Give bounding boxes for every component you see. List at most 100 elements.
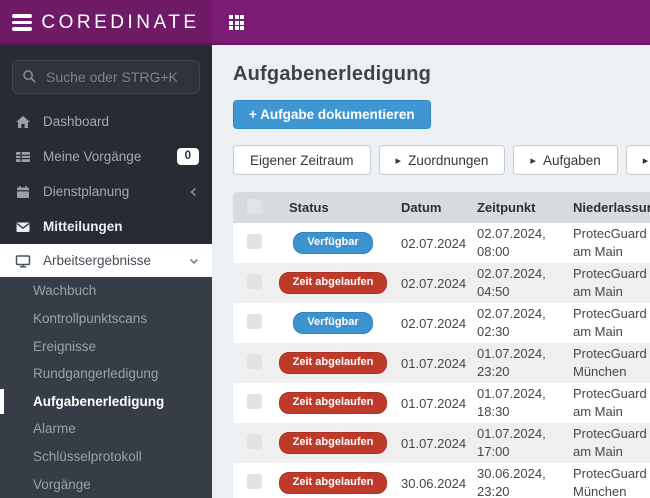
niederlassung-line2: am Main xyxy=(573,324,623,339)
datum-cell: 02.07.2024 xyxy=(401,235,467,251)
row-checkbox[interactable] xyxy=(247,354,262,369)
table-row[interactable]: Verfügbar 02.07.2024 02.07.2024, 02:30 P… xyxy=(233,303,650,343)
logo-block[interactable]: COREDINATE xyxy=(0,0,212,45)
zeitpunkt-cell: 02.07.2024, 08:00 xyxy=(469,223,565,263)
apps-grid-icon[interactable] xyxy=(229,15,244,30)
zeitpunkt-line2: 08:00 xyxy=(477,244,510,259)
datum-cell: 02.07.2024 xyxy=(389,263,469,303)
niederlassung-cell: ProtecGuard S München xyxy=(565,343,650,383)
zeitpunkt-line1: 01.07.2024, xyxy=(477,426,546,441)
row-checkbox[interactable] xyxy=(247,234,262,249)
sidebar-subitem-ereignisse[interactable]: Ereignisse xyxy=(33,338,97,354)
zeitpunkt-line2: 18:30 xyxy=(477,404,510,419)
sidebar-item-label: Dienstplanung xyxy=(43,184,130,199)
row-checkbox[interactable] xyxy=(247,474,262,489)
niederlassung-line1: ProtecGuard S xyxy=(573,386,650,401)
sidebar: Dashboard Meine Vorgänge 0 Dienstplanung xyxy=(0,45,212,498)
caret-right-icon: ▸ xyxy=(395,154,402,167)
sidebar-subitem-wachbuch[interactable]: Wachbuch xyxy=(33,283,97,299)
sidebar-item-dashboard[interactable]: Dashboard xyxy=(0,104,212,139)
sidebar-item-meine-vorgaenge[interactable]: Meine Vorgänge 0 xyxy=(0,139,212,174)
zeitpunkt-line2: 23:20 xyxy=(477,364,510,379)
caret-right-icon: ▸ xyxy=(642,154,649,167)
zeitpunkt-line1: 02.07.2024, xyxy=(477,266,546,281)
sidebar-subitem-vorgaenge[interactable]: Vorgänge xyxy=(33,476,91,492)
sidebar-item-mitteilungen[interactable]: Mitteilungen xyxy=(0,209,212,244)
sidebar-item-label: Dashboard xyxy=(43,114,110,129)
sidebar-item-label: Meine Vorgänge xyxy=(43,149,142,164)
zeitpunkt-cell: 02.07.2024, 04:50 xyxy=(469,263,565,303)
caret-right-icon: ▸ xyxy=(530,154,536,167)
zeitpunkt-cell: 01.07.2024, 23:20 xyxy=(469,343,565,383)
table-row[interactable]: Zeit abgelaufen 01.07.2024 01.07.2024, 2… xyxy=(233,343,650,383)
sidebar-item-arbeitsergebnisse[interactable]: Arbeitsergebnisse xyxy=(0,244,212,277)
status-badge: Zeit abgelaufen xyxy=(278,352,388,374)
niederlassung-cell: ProtecGuard S am Main xyxy=(565,223,650,263)
top-bar: COREDINATE xyxy=(0,0,650,45)
select-all-checkbox[interactable] xyxy=(247,198,262,214)
brand-name: COREDINATE xyxy=(41,11,200,33)
niederlassung-line1: ProtecGuard S xyxy=(573,466,650,481)
niederlassung-cell: ProtecGuard S am Main xyxy=(565,263,650,303)
niederlassung-cell: ProtecGuard S am Main xyxy=(565,383,650,423)
row-checkbox[interactable] xyxy=(247,274,262,289)
table-row[interactable]: Zeit abgelaufen 02.07.2024 02.07.2024, 0… xyxy=(233,263,650,303)
niederlassung-line1: ProtecGuard S xyxy=(573,306,650,321)
column-header-datum: Datum xyxy=(389,192,469,223)
zeitpunkt-cell: 01.07.2024, 18:30 xyxy=(469,383,565,423)
monitor-icon xyxy=(15,254,31,268)
zeitpunkt-cell: 01.07.2024, 17:00 xyxy=(469,423,565,463)
table-header-row: Status Datum Zeitpunkt Niederlassung xyxy=(233,192,650,223)
niederlassung-line1: ProtecGuard S xyxy=(573,426,650,441)
table-row[interactable]: Zeit abgelaufen 30.06.2024 30.06.2024, 2… xyxy=(233,463,650,498)
sidebar-subitem-alarme[interactable]: Alarme xyxy=(33,421,76,437)
niederlassung-line2: am Main xyxy=(573,444,623,459)
column-header-zeitpunkt: Zeitpunkt xyxy=(469,192,565,223)
search-input[interactable] xyxy=(12,60,200,94)
row-checkbox[interactable] xyxy=(247,314,262,329)
filter-label: Eigener Zeitraum xyxy=(250,152,354,168)
zeitpunkt-line2: 23:20 xyxy=(477,484,510,498)
niederlassung-line1: ProtecGuard S xyxy=(573,266,650,281)
filter-eigener-zeitraum[interactable]: Eigener Zeitraum xyxy=(233,145,371,175)
zeitpunkt-line1: 02.07.2024, xyxy=(477,226,546,241)
table-row[interactable]: Verfügbar 02.07.2024 02.07.2024, 08:00 P… xyxy=(233,223,650,263)
table-row[interactable]: Zeit abgelaufen 01.07.2024 01.07.2024, 1… xyxy=(233,423,650,463)
zeitpunkt-line1: 01.07.2024, xyxy=(477,346,546,361)
niederlassung-cell: ProtecGuard S am Main xyxy=(565,303,650,343)
datum-cell: 01.07.2024 xyxy=(401,395,467,411)
zeitpunkt-cell: 30.06.2024, 23:20 xyxy=(469,463,565,498)
sidebar-subitem-aufgabenerledigung[interactable]: Aufgabenerledigung xyxy=(0,388,212,416)
sidebar-item-label: Arbeitsergebnisse xyxy=(43,253,152,268)
sidebar-subitem-schluesselprotokoll[interactable]: Schlüsselprotokoll xyxy=(33,449,142,465)
calendar-icon xyxy=(17,185,29,198)
home-icon xyxy=(16,115,30,128)
status-badge: Verfügbar xyxy=(293,312,373,334)
niederlassung-cell: ProtecGuard S am Main xyxy=(565,423,650,463)
filter-label: Zuordnungen xyxy=(408,152,489,168)
add-task-button[interactable]: + Aufgabe dokumentieren xyxy=(233,100,431,129)
sidebar-subitem-kontrollpunktscans[interactable]: Kontrollpunktscans xyxy=(33,310,148,326)
niederlassung-line2: am Main xyxy=(573,244,623,259)
filter-zuordnungen[interactable]: ▸ Zuordnungen xyxy=(378,145,506,175)
filter-aufgaben[interactable]: ▸ Aufgaben xyxy=(513,145,618,175)
envelope-icon xyxy=(16,222,30,232)
niederlassung-line2: am Main xyxy=(573,404,623,419)
column-header-niederlassung: Niederlassung xyxy=(565,192,650,223)
status-badge: Verfügbar xyxy=(293,232,373,254)
hamburger-menu-icon[interactable] xyxy=(12,14,33,31)
zeitpunkt-cell: 02.07.2024, 02:30 xyxy=(469,303,565,343)
zeitpunkt-line2: 17:00 xyxy=(477,444,510,459)
zeitpunkt-line2: 02:30 xyxy=(477,324,510,339)
table-row[interactable]: Zeit abgelaufen 01.07.2024 01.07.2024, 1… xyxy=(233,383,650,423)
sidebar-subitem-rundgangerledigung[interactable]: Rundgangerledigung xyxy=(33,366,159,382)
status-badge: Zeit abgelaufen xyxy=(278,392,388,414)
filter-weitere[interactable]: ▸ We xyxy=(625,145,650,175)
row-checkbox[interactable] xyxy=(247,434,262,449)
zeitpunkt-line1: 01.07.2024, xyxy=(477,386,546,401)
main-content: Aufgabenerledigung + Aufgabe dokumentier… xyxy=(212,45,650,498)
niederlassung-line1: ProtecGuard S xyxy=(573,226,650,241)
sidebar-item-dienstplanung[interactable]: Dienstplanung xyxy=(0,174,212,209)
row-checkbox[interactable] xyxy=(247,394,262,409)
results-table: Status Datum Zeitpunkt Niederlassung Ver… xyxy=(233,192,650,498)
